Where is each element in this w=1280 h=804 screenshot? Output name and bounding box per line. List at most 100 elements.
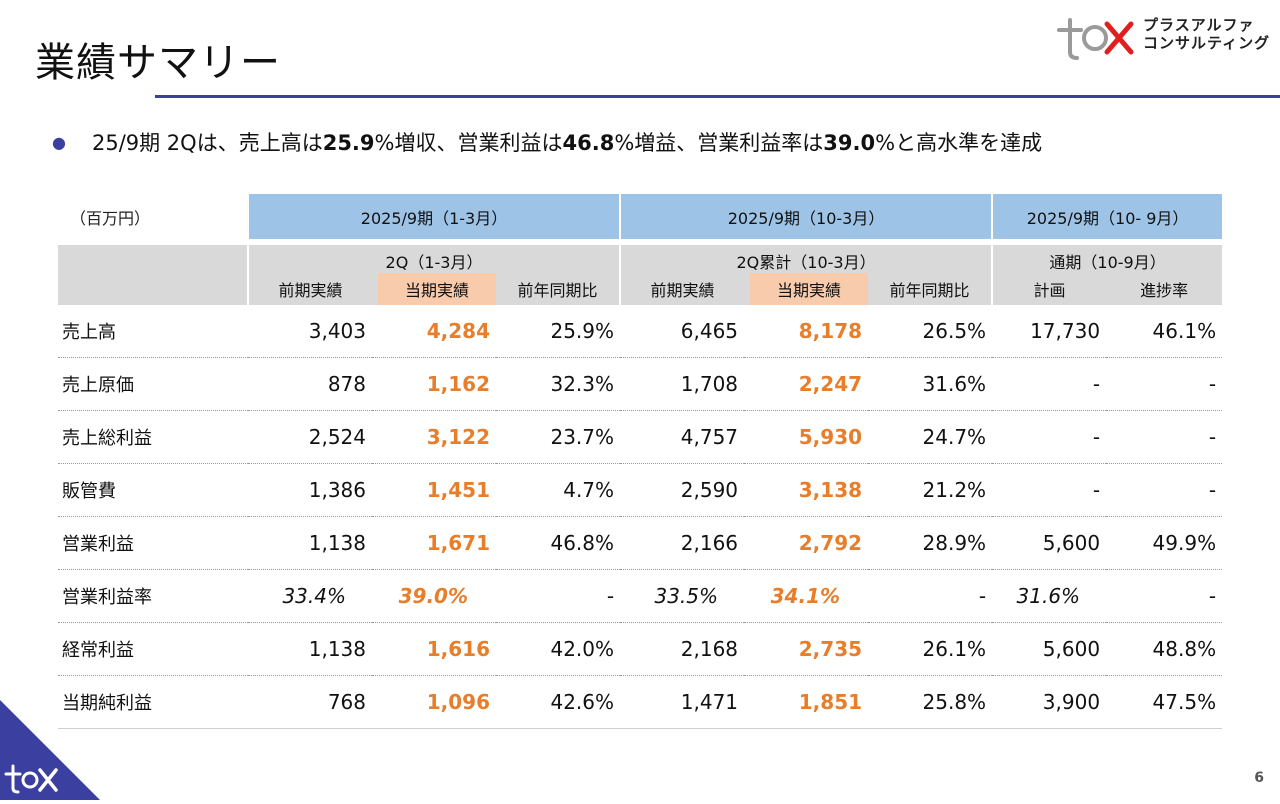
col-header-cum-cur: 当期実績 [744,273,869,305]
cell-cum-yoy: 24.7% [868,410,993,464]
header-row-period: （百万円） 2025/9期（1-3月） 2025/9期（10-3月） 2025/… [58,194,1223,239]
cell-q2-cur: 1,096 [372,675,496,729]
cell-plan: - [992,357,1107,411]
cell-progress: 47.5% [1106,675,1223,729]
cell-cum-prev: 6,465 [620,305,745,358]
cell-plan: - [992,463,1107,517]
col-header-q2-yoy: 前年同期比 [496,273,621,305]
cell-plan: - [992,410,1107,464]
cell-cum-prev: 2,590 [620,463,745,517]
cell-cum-cur: 2,792 [744,516,869,570]
cell-progress: 49.9% [1106,516,1223,570]
cell-cum-cur: 34.1% [744,569,869,623]
bullet-bold-1: 25.9 [322,131,375,155]
cell-cum-yoy: 26.1% [868,622,993,676]
cell-q2-cur: 1,616 [372,622,496,676]
cell-q2-cur: 1,671 [372,516,496,570]
cell-q2-prev: 1,138 [248,516,372,570]
cell-q2-cur: 3,122 [372,410,496,464]
page-title: 業績サマリー [35,40,281,86]
cell-cum-yoy: 26.5% [868,305,993,358]
cell-q2-prev: 1,138 [248,622,372,676]
cell-q2-yoy: 42.6% [496,675,621,729]
row-label: 売上総利益 [58,410,248,464]
header-blank-cell [58,245,248,305]
cell-q2-yoy: 46.8% [496,516,621,570]
table-row: 売上高 3,403 4,284 25.9% 6,465 8,178 26.5% … [58,305,1223,358]
group-header-full-year: 2025/9期（10- 9月） [991,194,1223,239]
cell-q2-prev: 3,403 [248,305,372,358]
cell-progress: - [1106,569,1223,623]
corner-logo-badge [0,700,100,800]
cell-cum-yoy: 31.6% [868,357,993,411]
cell-q2-yoy: 25.9% [496,305,621,358]
table-row: 営業利益 1,138 1,671 46.8% 2,166 2,792 28.9%… [58,516,1223,570]
cell-progress: 48.8% [1106,622,1223,676]
table-row: 経常利益 1,138 1,616 42.0% 2,168 2,735 26.1%… [58,622,1223,676]
col-header-cum-yoy: 前年同期比 [868,273,993,305]
row-label: 営業利益率 [58,569,248,623]
table-row: 売上原価 878 1,162 32.3% 1,708 2,247 31.6% -… [58,357,1223,411]
unit-label: （百万円） [70,208,151,228]
cell-cum-prev: 2,168 [620,622,745,676]
cell-plan: 3,900 [992,675,1107,729]
company-logo: プラスアルファ コンサルティング [1055,14,1269,60]
cell-cum-yoy: 21.2% [868,463,993,517]
table-row: 営業利益率 33.4% 39.0% - 33.5% 34.1% - 31.6% … [58,569,1223,623]
cell-q2-prev: 1,386 [248,463,372,517]
cell-q2-yoy: - [496,569,621,623]
subgroup-header-full-year: 通期（10-9月） [991,245,1223,273]
cell-cum-cur: 1,851 [744,675,869,729]
title-underline [155,95,1280,98]
table-row: 売上総利益 2,524 3,122 23.7% 4,757 5,930 24.7… [58,410,1223,464]
cell-q2-cur: 39.0% [372,569,496,623]
cell-q2-prev: 2,524 [248,410,372,464]
bullet-text-4: %と高水準を達成 [875,131,1043,155]
row-label: 売上高 [58,305,248,358]
row-label: 当期純利益 [58,675,248,729]
cell-progress: - [1106,357,1223,411]
cell-cum-cur: 3,138 [744,463,869,517]
cell-cum-prev: 33.5% [620,569,745,623]
col-header-progress: 進捗率 [1106,273,1223,305]
cell-progress: 46.1% [1106,305,1223,358]
logo-text-line2: コンサルティング [1143,34,1271,52]
cell-plan: 17,730 [992,305,1107,358]
cell-plan: 5,600 [992,516,1107,570]
page-number: 6 [1254,770,1264,786]
logo-text-line1: プラスアルファ [1143,16,1255,34]
bullet-text-1: 25/9期 2Qは、売上高は [91,131,323,155]
cell-cum-prev: 1,471 [620,675,745,729]
cell-plan: 5,600 [992,622,1107,676]
col-header-q2-cur: 当期実績 [372,273,496,305]
cell-q2-prev: 33.4% [248,569,372,623]
corner-logo-icon [0,700,100,800]
group-header-q2: 2025/9期（1-3月） [246,194,621,239]
bullet-dot-icon: ● [52,133,66,152]
col-header-cum-prev: 前期実績 [619,273,745,305]
cell-cum-prev: 1,708 [620,357,745,411]
cell-progress: - [1106,410,1223,464]
cell-q2-yoy: 23.7% [496,410,621,464]
cell-q2-yoy: 4.7% [496,463,621,517]
col-header-plan: 計画 [991,273,1107,305]
cell-q2-prev: 768 [248,675,372,729]
cell-q2-prev: 878 [248,357,372,411]
subgroup-header-q2: 2Q（1-3月） [246,245,621,273]
row-label: 売上原価 [58,357,248,411]
group-header-cumulative: 2025/9期（10-3月） [619,194,993,239]
bullet-text-3: %増益、営業利益率は [614,131,824,155]
cell-cum-yoy: 25.8% [868,675,993,729]
row-label: 経常利益 [58,622,248,676]
row-label: 営業利益 [58,516,248,570]
cell-cum-cur: 8,178 [744,305,869,358]
table-row: 販管費 1,386 1,451 4.7% 2,590 3,138 21.2% -… [58,463,1223,517]
subgroup-header-cumulative: 2Q累計（10-3月） [619,245,993,273]
logo-mark-icon [1057,18,1134,60]
cell-progress: - [1106,463,1223,517]
col-header-q2-prev: 前期実績 [247,273,372,305]
bullet-bold-3: 39.0 [823,131,876,155]
cell-cum-cur: 2,247 [744,357,869,411]
summary-bullet: ● 25/9期 2Qは、売上高は25.9%増収、営業利益は46.8%増益、営業利益… [52,127,1042,157]
header-row-subgroup: 2Q（1-3月） 2Q累計（10-3月） 通期（10-9月） [58,245,1223,305]
